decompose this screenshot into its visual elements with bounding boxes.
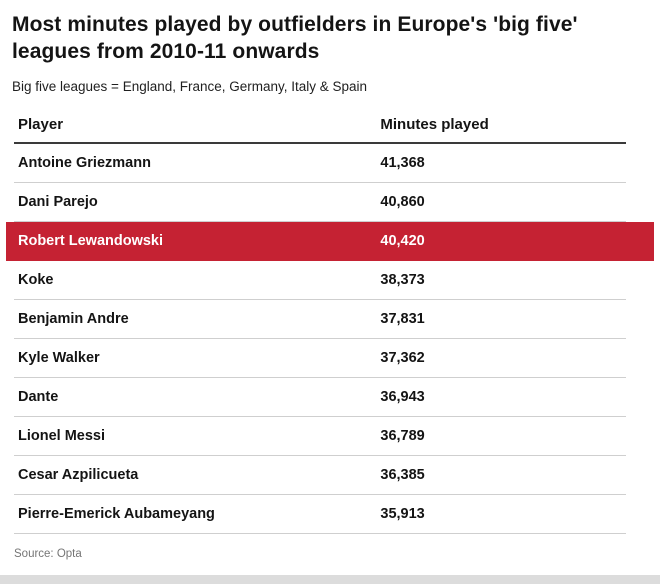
- table-row: Antoine Griezmann 41,368: [14, 144, 626, 183]
- minutes-value: 36,789: [380, 427, 425, 444]
- player-name: Robert Lewandowski: [18, 232, 164, 249]
- minutes-value: 40,420: [380, 232, 425, 249]
- player-name: Dante: [18, 388, 59, 405]
- table-row: Pierre-Emerick Aubameyang 35,913: [14, 495, 626, 534]
- table-row: Kyle Walker 37,362: [14, 339, 626, 378]
- infographic: Most minutes played by outfielders in Eu…: [6, 13, 654, 560]
- page-subtitle: Big five leagues = England, France, Germ…: [12, 78, 368, 94]
- player-name: Antoine Griezmann: [18, 154, 151, 171]
- minutes-value: 37,831: [380, 310, 425, 327]
- minutes-value: 36,385: [380, 466, 425, 483]
- player-name: Kyle Walker: [18, 349, 100, 366]
- bottom-bar: [0, 575, 660, 584]
- minutes-value: 41,368: [380, 154, 425, 171]
- table-row: Koke 38,373: [14, 261, 626, 300]
- table-row: Dante 36,943: [14, 378, 626, 417]
- table-row: Dani Parejo 40,860: [14, 183, 626, 222]
- table-header-row: Player Minutes played: [14, 116, 626, 144]
- source-note: Source: Opta: [14, 547, 82, 560]
- player-name: Cesar Azpilicueta: [18, 466, 139, 483]
- column-header-minutes: Minutes played: [380, 115, 489, 133]
- table-row: Lionel Messi 36,789: [14, 417, 626, 456]
- player-name: Koke: [18, 271, 54, 288]
- table-row: Cesar Azpilicueta 36,385: [14, 456, 626, 495]
- table-row: Benjamin Andre 37,831: [14, 300, 626, 339]
- player-name: Benjamin Andre: [18, 310, 129, 327]
- column-header-player: Player: [18, 115, 64, 133]
- minutes-value: 38,373: [380, 271, 425, 288]
- player-name: Lionel Messi: [18, 427, 106, 444]
- minutes-table: Player Minutes played Antoine Griezmann 4…: [6, 116, 654, 534]
- table-row: Robert Lewandowski 40,420: [6, 221, 654, 261]
- table-body: Antoine Griezmann 41,368 Dani Parejo 40,860…: [6, 144, 654, 534]
- page-title: Most minutes played by outfielders in Eu…: [12, 13, 578, 63]
- minutes-value: 37,362: [380, 349, 425, 366]
- minutes-value: 40,860: [380, 193, 425, 210]
- minutes-value: 36,943: [380, 388, 425, 405]
- minutes-value: 35,913: [380, 505, 425, 522]
- player-name: Pierre-Emerick Aubameyang: [18, 505, 215, 522]
- player-name: Dani Parejo: [18, 193, 98, 210]
